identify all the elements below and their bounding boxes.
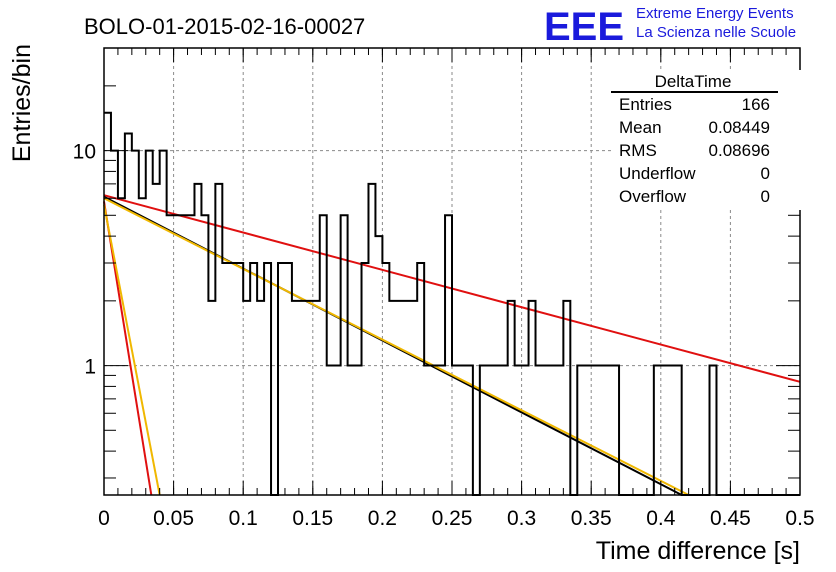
- stats-row-label: Overflow: [619, 187, 687, 206]
- eee-logo: EEE Extreme Energy Events La Scienza nel…: [544, 5, 796, 49]
- stats-box: DeltaTime Entries 166 Mean 0.08449 RMS 0.0869…: [611, 70, 801, 210]
- logo-line-2: La Scienza nelle Scuole: [636, 24, 796, 41]
- logo-mark: EEE: [544, 5, 624, 49]
- y-tick-label: 1: [84, 356, 96, 379]
- stats-row-label: Entries: [619, 95, 672, 114]
- histogram-outline: [104, 111, 800, 496]
- x-tick-label: 0.4: [646, 507, 676, 530]
- x-tick-label: 0.35: [571, 507, 612, 530]
- x-tick-label: 0.05: [153, 507, 194, 530]
- x-tick-label: 0: [98, 507, 110, 530]
- x-tick-label: 0.45: [710, 507, 751, 530]
- stats-row-label: Underflow: [619, 164, 696, 183]
- y-tick-labels: 1 10: [73, 141, 96, 379]
- stats-row-value: 0.08449: [709, 118, 770, 137]
- fit-curve: [103, 197, 690, 496]
- x-tick-label: 0.15: [292, 507, 333, 530]
- stats-row-value: 0.08696: [709, 141, 770, 160]
- x-tick-label: 0.3: [507, 507, 536, 530]
- stats-row-label: RMS: [619, 141, 657, 160]
- y-tick-label: 10: [73, 141, 96, 164]
- stats-box-bg: [611, 70, 801, 210]
- x-tick-labels: 0 0.05 0.1 0.15 0.2 0.25 0.3 0.35 0.4 0.45 0.5: [98, 507, 814, 530]
- stats-row-label: Mean: [619, 118, 662, 137]
- stats-row-value: 166: [742, 95, 770, 114]
- stats-row-value: 0: [761, 187, 770, 206]
- stats-row-value: 0: [761, 164, 770, 183]
- x-axis-label: Time difference [s]: [596, 537, 800, 565]
- x-tick-label: 0.5: [785, 507, 814, 530]
- x-tick-label: 0.1: [229, 507, 258, 530]
- chart-title: BOLO-01-2015-02-16-00027: [84, 14, 365, 39]
- stats-box-title: DeltaTime: [655, 72, 732, 91]
- x-tick-label: 0.25: [432, 507, 473, 530]
- fit-curve: [103, 204, 161, 496]
- x-tick-label: 0.2: [368, 507, 397, 530]
- logo-line-1: Extreme Energy Events: [636, 5, 794, 22]
- y-axis-label: Entries/bin: [8, 44, 36, 162]
